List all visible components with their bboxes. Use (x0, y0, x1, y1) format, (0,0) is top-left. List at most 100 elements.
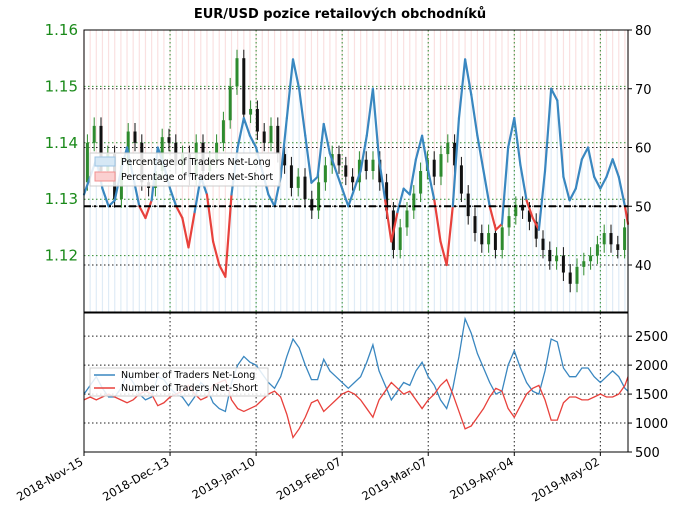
candle-body (371, 159, 375, 171)
candle-body (446, 142, 450, 155)
percent-long-segment (451, 117, 461, 208)
bottom-legend-box (89, 367, 269, 397)
candle-body (283, 154, 287, 166)
candle-body (221, 120, 225, 143)
percent-long-segment (414, 134, 424, 161)
candle-body (527, 210, 531, 222)
percent-long-segment (310, 175, 319, 184)
percent-long-segment (218, 263, 227, 278)
candle-body (582, 261, 586, 267)
candle-body (344, 165, 348, 177)
candle-body (616, 244, 620, 250)
percent-long-segment (175, 205, 184, 220)
percent-long-segment (82, 175, 92, 196)
percent-long-segment (617, 175, 627, 208)
candle-body (99, 125, 103, 171)
percent-long-segment (457, 58, 467, 120)
candle-body (487, 233, 491, 245)
candle-body (167, 137, 171, 143)
percent-tick-label: 80 (635, 24, 652, 39)
percent-long-segment (298, 87, 307, 137)
percent-long-segment (500, 146, 510, 225)
candle-body (500, 227, 504, 250)
percent-long-segment (605, 158, 614, 178)
price-tick-label: 1.14 (45, 134, 78, 152)
percent-tick-label: 50 (635, 200, 652, 215)
candle-body (514, 204, 518, 217)
percent-long-segment (593, 175, 602, 190)
candle-body (398, 227, 402, 250)
candle-body (310, 199, 314, 211)
percent-long-segment (205, 193, 215, 243)
price-tick-label: 1.16 (45, 21, 78, 39)
percent-long-segment (470, 93, 479, 137)
x-axis-labels: 2018-Nov-15 2018-Dec-13 2019-Jan-10 2019-Fe… (14, 452, 602, 504)
percent-long-segment (304, 134, 313, 184)
candle-body (289, 165, 293, 188)
candle-body (92, 125, 96, 143)
percent-long-segment (365, 87, 375, 137)
candle-body (85, 142, 89, 183)
candle-body (466, 193, 470, 217)
percent-long-segment (285, 58, 295, 120)
bottom-panel-frame (83, 312, 629, 453)
percent-long-segment (507, 117, 516, 149)
candle-body (432, 159, 436, 177)
candle-body (480, 233, 484, 245)
percent-long-segment (586, 146, 596, 178)
percent-long-segment (390, 211, 399, 243)
percent-axis: 40 50 60 70 80 (628, 24, 652, 274)
percent-long-segment (482, 169, 491, 208)
percent-long-segment (211, 240, 221, 267)
percent-long-segment (371, 87, 381, 161)
bottom-panel: 500 1000 1500 2000 2500 Number of Traders Ne… (83, 312, 668, 461)
top-legend: Percentage of Traders Net-Long Percentag… (89, 152, 281, 187)
percent-long-segment (396, 187, 405, 214)
price-tick-label: 1.12 (45, 247, 78, 265)
candle-body (317, 182, 321, 211)
count-tick-label: 2000 (635, 359, 668, 374)
x-tick-label: 2018-Nov-15 (14, 454, 85, 503)
percent-long-segment (248, 134, 258, 149)
candle-body (473, 216, 477, 234)
percent-long-segment (181, 216, 190, 249)
candle-body (412, 193, 416, 211)
candle-body (493, 233, 497, 250)
legend-label-net-long: Percentage of Traders Net-Long (121, 157, 271, 168)
candle-body (235, 58, 239, 87)
percent-long-segment (347, 187, 356, 208)
x-tick-label: 2019-Feb-07 (274, 454, 344, 502)
percent-long-segment (580, 146, 590, 161)
percent-long-segment (537, 169, 547, 231)
percent-long-segment (445, 205, 454, 267)
candle-body (357, 159, 361, 183)
candle-body (419, 171, 423, 194)
percent-long-segment (439, 240, 448, 267)
percent-long-segment (279, 117, 288, 178)
candle-body (595, 244, 599, 256)
candle-body (269, 125, 273, 143)
percent-long-segment (519, 164, 528, 202)
count-tick-label: 1000 (635, 417, 668, 432)
candle-body (589, 255, 593, 262)
percent-long-segment (556, 99, 565, 178)
percent-long-segment (377, 158, 387, 202)
x-tick-label: 2019-Mar-07 (359, 454, 429, 503)
top-legend-box (89, 152, 281, 187)
percent-long-segment (531, 216, 540, 231)
candle-body (561, 255, 565, 273)
percent-long-segment (513, 117, 522, 167)
percent-long-segment (144, 199, 153, 220)
percent-long-segment (402, 187, 411, 196)
legend-label-count-long: Number of Traders Net-Long (121, 370, 255, 381)
candle-body (541, 238, 545, 250)
percent-long-segment (562, 175, 571, 202)
x-tick-label: 2019-Jan-10 (189, 454, 257, 501)
percent-long-segment (574, 158, 583, 190)
percent-tick-label: 40 (635, 259, 652, 274)
percent-long-segment (138, 205, 147, 220)
percent-long-segment (353, 169, 362, 190)
candle-body (575, 266, 579, 284)
candle-body (568, 272, 572, 284)
percent-long-segment (187, 211, 196, 249)
